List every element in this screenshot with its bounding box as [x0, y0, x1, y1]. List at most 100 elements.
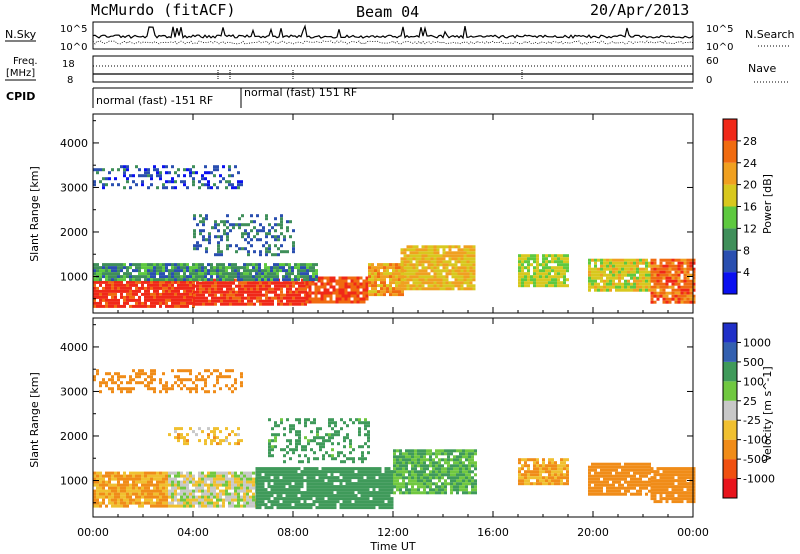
heat-cell	[147, 295, 150, 299]
heat-cell	[609, 492, 612, 496]
heat-cell	[533, 266, 536, 270]
heat-cell	[530, 275, 533, 279]
heat-cell	[199, 296, 202, 300]
heat-cell	[648, 285, 651, 289]
heat-cell	[533, 458, 536, 462]
heat-cell	[342, 497, 346, 501]
heat-cell	[612, 489, 615, 493]
heat-cell	[186, 275, 189, 279]
heat-cell	[252, 492, 255, 496]
heat-cell	[226, 302, 229, 306]
heat-cell	[231, 486, 234, 490]
heat-cell	[174, 489, 177, 493]
heat-cell	[219, 275, 222, 279]
heat-cell	[271, 427, 274, 431]
heat-cell	[144, 495, 147, 499]
heat-cell	[533, 461, 536, 465]
heat-cell	[192, 280, 195, 284]
heat-cell	[216, 492, 219, 496]
heat-cell	[241, 290, 244, 294]
heat-cell	[692, 288, 696, 292]
heat-cell	[277, 293, 280, 297]
heat-cell	[396, 458, 399, 462]
heat-cell	[686, 485, 690, 489]
heat-cell	[615, 492, 618, 496]
heat-cell	[117, 504, 120, 508]
heat-cell	[354, 488, 358, 492]
heat-cell	[186, 292, 189, 296]
heat-cell	[240, 486, 243, 490]
heat-cell	[288, 275, 291, 279]
heat-cell	[177, 269, 180, 273]
heat-cell	[132, 292, 135, 296]
heat-cell	[645, 282, 648, 286]
heat-cell	[357, 467, 361, 471]
heat-cell	[447, 476, 450, 480]
heat-cell	[409, 284, 413, 288]
heat-cell	[285, 503, 289, 507]
heat-cell	[232, 281, 235, 285]
heat-cell	[650, 488, 654, 492]
heat-cell	[469, 284, 473, 288]
heat-cell	[277, 302, 280, 306]
heat-cell	[668, 476, 672, 480]
heat-cell	[396, 485, 399, 489]
heat-cell	[231, 272, 234, 276]
heat-cell	[542, 269, 545, 273]
heat-cell	[430, 248, 434, 252]
heat-cell	[435, 476, 438, 480]
heat-cell	[408, 452, 411, 456]
heat-cell	[305, 300, 309, 304]
heat-cell	[126, 295, 129, 299]
heat-cell	[300, 497, 304, 501]
nsky-right-tick-bottom: 10^0	[706, 42, 733, 53]
heat-cell	[156, 283, 159, 287]
heat-cell	[665, 261, 669, 265]
heat-cell	[336, 479, 340, 483]
heat-cell	[447, 455, 450, 459]
heat-cell	[636, 480, 639, 484]
heat-cell	[468, 452, 471, 456]
heat-cell	[214, 293, 217, 297]
heat-cell	[518, 479, 521, 483]
heat-cell	[153, 280, 156, 284]
heat-cell	[466, 284, 470, 288]
heat-cell	[337, 442, 340, 446]
heat-cell	[384, 488, 388, 492]
heat-cell	[349, 442, 352, 446]
heat-cell	[398, 275, 401, 279]
heat-cell	[306, 275, 309, 279]
heat-cell	[524, 479, 527, 483]
heat-cell	[545, 476, 548, 480]
heat-cell	[234, 442, 237, 446]
heat-cell	[305, 285, 309, 289]
heat-cell	[448, 254, 452, 258]
heat-cell	[268, 290, 271, 294]
heat-cell	[433, 272, 437, 276]
heat-cell	[454, 284, 458, 288]
heat-cell	[542, 278, 545, 282]
heat-cell	[105, 269, 108, 273]
heat-cell	[536, 257, 539, 261]
heat-cell	[300, 479, 304, 483]
heat-cell	[400, 248, 404, 252]
heat-cell	[609, 261, 612, 265]
heat-cell	[264, 275, 267, 279]
heat-cell	[168, 283, 171, 287]
colorbar-tick-label: 28	[743, 135, 757, 148]
heat-cell	[469, 245, 473, 249]
heat-cell	[261, 488, 265, 492]
heat-cell	[527, 458, 530, 462]
heat-cell	[435, 485, 438, 489]
heat-cell	[642, 288, 645, 292]
heat-cell	[189, 387, 192, 391]
heat-cell	[400, 287, 404, 291]
heat-cell	[686, 285, 690, 289]
heat-cell	[352, 457, 355, 461]
heat-cell	[662, 300, 666, 304]
heat-cell	[298, 421, 301, 425]
heat-cell	[195, 495, 198, 499]
heat-cell	[621, 483, 624, 487]
heat-cell	[591, 273, 594, 277]
heat-cell	[692, 285, 696, 289]
